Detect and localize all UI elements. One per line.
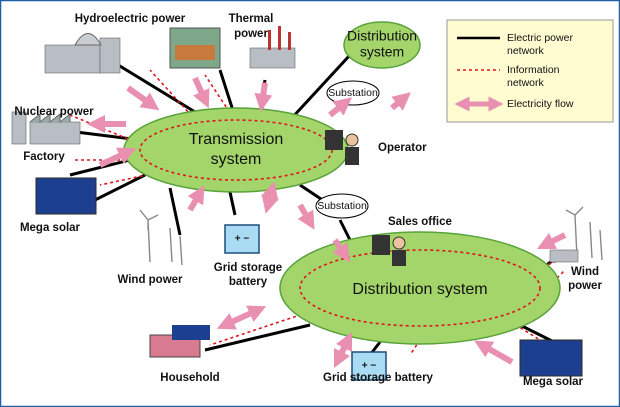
legend-label: Information (507, 64, 560, 76)
node-label: Substation (317, 200, 367, 212)
node-label: Household (160, 372, 219, 384)
node-label: Transmission (189, 131, 284, 148)
node-label: power (568, 280, 602, 292)
legend-label: Electricity flow (507, 98, 574, 110)
legend: Electric power network Information netwo… (447, 20, 613, 122)
legend-label: Electric power (507, 32, 573, 44)
node-label: Wind power (117, 274, 183, 286)
legend-label: network (507, 45, 545, 57)
node-label: system (360, 44, 404, 60)
node-label: Substation (328, 87, 378, 99)
node-label: Grid storage battery (323, 372, 434, 384)
node-label: Nuclear power (14, 106, 94, 118)
node-label: battery (229, 276, 268, 288)
node-label: Mega solar (523, 376, 584, 388)
node-label: Operator (378, 142, 427, 154)
node-label: power (234, 28, 268, 40)
node-label: system (211, 151, 262, 168)
node-label: Grid storage (214, 262, 282, 274)
node-label: Thermal (229, 13, 274, 25)
node-label: Mega solar (20, 222, 81, 234)
node-label: Wind (571, 266, 599, 278)
diagram: Transmission system Distribution system … (0, 0, 620, 407)
node-label: Distribution (347, 28, 417, 44)
node-label: Sales office (388, 216, 452, 228)
transmission-ellipse (124, 108, 348, 192)
node-label: Factory (23, 151, 65, 163)
svg-text:+ −: + − (235, 234, 250, 245)
legend-label: network (507, 77, 545, 89)
svg-text:+ −: + − (362, 361, 377, 372)
node-label: Distribution system (352, 281, 487, 298)
node-label: Hydroelectric power (75, 13, 186, 25)
